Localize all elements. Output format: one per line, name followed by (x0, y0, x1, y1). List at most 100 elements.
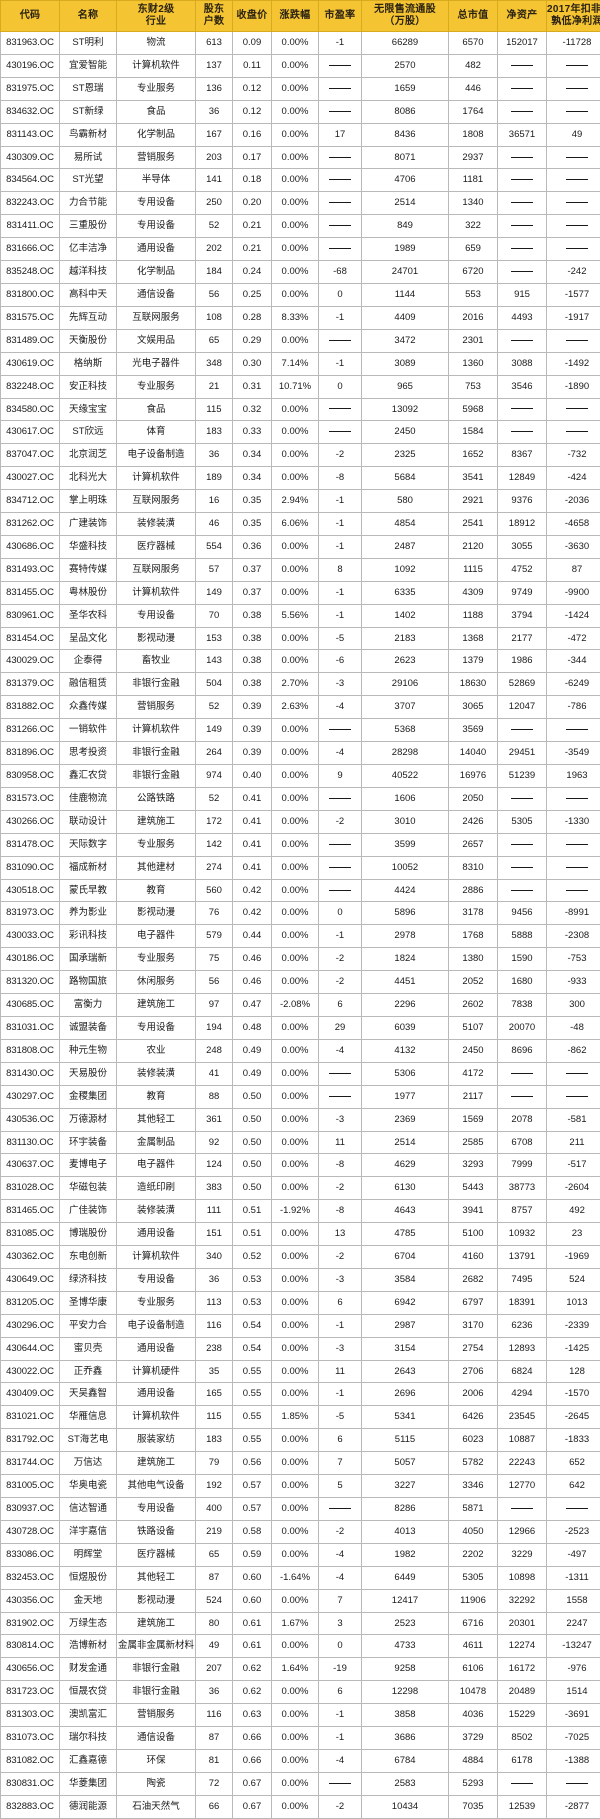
cell-mcap: 16976 (449, 765, 498, 788)
cell-float: 3472 (362, 329, 449, 352)
column-header-profit[interactable]: 2017年扣非后孰低净利润 (547, 1, 600, 32)
cell-nav (498, 856, 547, 879)
cell-name: 北科光大 (60, 467, 117, 490)
column-header-hold[interactable]: 股东户数 (196, 1, 233, 32)
cell-ind: 营销服务 (117, 146, 196, 169)
column-header-pe[interactable]: 市盈率 (319, 1, 362, 32)
cell-chg: 0.00% (272, 1016, 319, 1039)
column-header-chg[interactable]: 涨跌幅 (272, 1, 319, 32)
column-header-mcap[interactable]: 总市值 (449, 1, 498, 32)
column-header-ind[interactable]: 东财2级行业 (117, 1, 196, 32)
cell-code: 831454.OC (1, 627, 60, 650)
cell-pe: -68 (319, 261, 362, 284)
cell-code: 831130.OC (1, 1131, 60, 1154)
column-header-nav[interactable]: 净资产 (498, 1, 547, 32)
column-header-name[interactable]: 名称 (60, 1, 117, 32)
column-header-code[interactable]: 代码 (1, 1, 60, 32)
column-header-float[interactable]: 无限售流通股（万股） (362, 1, 449, 32)
cell-float: 6704 (362, 1246, 449, 1269)
column-header-price[interactable]: 收盘价 (233, 1, 272, 32)
cell-mcap: 1652 (449, 444, 498, 467)
